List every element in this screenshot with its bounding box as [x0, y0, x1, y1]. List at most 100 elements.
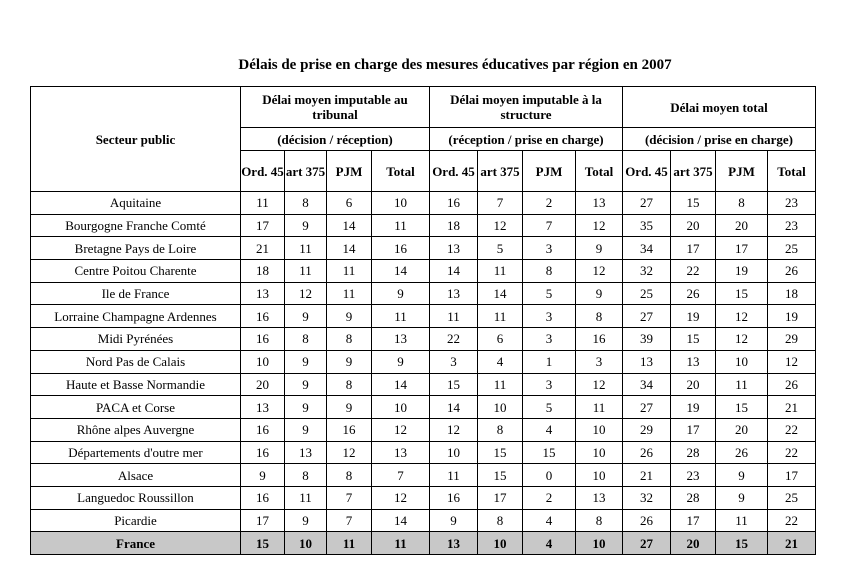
- value-cell: 11: [477, 304, 523, 329]
- value-cell: 16: [575, 327, 623, 351]
- value-cell: 9: [575, 236, 623, 261]
- value-cell: 5: [477, 236, 523, 261]
- value-cell: 9: [715, 463, 768, 487]
- value-cell: 3: [522, 236, 576, 261]
- value-cell: 12: [715, 327, 768, 351]
- value-cell: 18: [767, 281, 816, 306]
- group-header-total: Délai moyen total: [622, 86, 816, 128]
- value-cell: 15: [429, 372, 478, 397]
- value-cell: 7: [522, 213, 576, 238]
- value-cell: 8: [575, 304, 623, 329]
- value-cell: 19: [670, 304, 716, 329]
- value-cell: 0: [522, 463, 576, 487]
- value-cell: 11: [326, 531, 372, 555]
- value-cell: 17: [240, 213, 285, 238]
- value-cell: 19: [767, 304, 816, 329]
- subheader-structure: (réception / prise en charge): [429, 127, 623, 151]
- value-cell: 15: [670, 327, 716, 351]
- value-cell: 11: [284, 485, 327, 510]
- value-cell: 20: [670, 372, 716, 397]
- value-cell: 12: [767, 349, 816, 374]
- region-cell: France: [30, 531, 241, 555]
- value-cell: 16: [240, 417, 285, 442]
- table-row: PACA et Corse 13 9 9 10 14 10 5 11 27 19 15 21: [30, 395, 816, 419]
- value-cell: 19: [670, 395, 716, 419]
- group-header-tribunal: Délai moyen imputable au tribunal: [240, 86, 430, 128]
- value-cell: 10: [477, 395, 523, 419]
- column-header: Ord. 45: [429, 150, 478, 192]
- value-cell: 9: [284, 372, 327, 397]
- value-cell: 34: [622, 236, 671, 261]
- value-cell: 12: [575, 213, 623, 238]
- value-cell: 11: [284, 236, 327, 261]
- value-cell: 13: [284, 440, 327, 465]
- value-cell: 9: [326, 304, 372, 329]
- value-cell: 13: [371, 440, 430, 465]
- value-cell: 17: [477, 485, 523, 510]
- value-cell: 22: [767, 440, 816, 465]
- column-header: art 375: [670, 150, 716, 192]
- value-cell: 21: [767, 531, 816, 555]
- value-cell: 10: [284, 531, 327, 555]
- value-cell: 10: [575, 440, 623, 465]
- value-cell: 8: [715, 191, 768, 215]
- value-cell: 27: [622, 304, 671, 329]
- value-cell: 16: [371, 236, 430, 261]
- value-cell: 23: [767, 213, 816, 238]
- region-cell: Nord Pas de Calais: [30, 349, 241, 374]
- value-cell: 29: [622, 417, 671, 442]
- value-cell: 9: [284, 417, 327, 442]
- value-cell: 3: [575, 349, 623, 374]
- table-row: Alsace 9 8 8 7 11 15 0 10 21 23 9 17: [30, 463, 816, 487]
- value-cell: 11: [715, 508, 768, 533]
- value-cell: 20: [715, 213, 768, 238]
- value-cell: 11: [326, 259, 372, 283]
- value-cell: 20: [670, 213, 716, 238]
- region-cell: Ile de France: [30, 281, 241, 306]
- region-cell: Midi Pyrénées: [30, 327, 241, 351]
- value-cell: 9: [715, 485, 768, 510]
- value-cell: 22: [670, 259, 716, 283]
- value-cell: 9: [284, 304, 327, 329]
- value-cell: 15: [715, 281, 768, 306]
- value-cell: 14: [326, 236, 372, 261]
- table-row: Rhône alpes Auvergne 16 9 16 12 12 8 4 10 29 17 20 2…: [30, 417, 816, 442]
- value-cell: 20: [240, 372, 285, 397]
- value-cell: 8: [284, 191, 327, 215]
- value-cell: 9: [284, 349, 327, 374]
- table-row: Lorraine Champagne Ardennes 16 9 9 11 11 11 3 8 2…: [30, 304, 816, 329]
- value-cell: 8: [522, 259, 576, 283]
- value-cell: 35: [622, 213, 671, 238]
- value-cell: 28: [670, 485, 716, 510]
- value-cell: 11: [715, 372, 768, 397]
- value-cell: 20: [715, 417, 768, 442]
- value-cell: 12: [284, 281, 327, 306]
- value-cell: 9: [575, 281, 623, 306]
- region-cell: Aquitaine: [30, 191, 241, 215]
- value-cell: 17: [240, 508, 285, 533]
- group-header-structure: Délai moyen imputable à la structure: [429, 86, 623, 128]
- region-cell: Bretagne Pays de Loire: [30, 236, 241, 261]
- value-cell: 16: [240, 327, 285, 351]
- value-cell: 14: [429, 259, 478, 283]
- region-cell: Lorraine Champagne Ardennes: [30, 304, 241, 329]
- value-cell: 8: [326, 463, 372, 487]
- value-cell: 7: [371, 463, 430, 487]
- value-cell: 27: [622, 531, 671, 555]
- value-cell: 26: [670, 281, 716, 306]
- delays-table: Secteur public Délai moyen imputable au …: [30, 86, 816, 555]
- column-header: PJM: [522, 150, 576, 192]
- value-cell: 8: [284, 463, 327, 487]
- value-cell: 21: [240, 236, 285, 261]
- value-cell: 26: [715, 440, 768, 465]
- value-cell: 13: [575, 191, 623, 215]
- value-cell: 12: [371, 485, 430, 510]
- value-cell: 13: [670, 349, 716, 374]
- value-cell: 13: [240, 281, 285, 306]
- value-cell: 11: [429, 304, 478, 329]
- value-cell: 11: [371, 213, 430, 238]
- sector-header: Secteur public: [30, 86, 241, 192]
- value-cell: 13: [429, 281, 478, 306]
- value-cell: 9: [326, 349, 372, 374]
- document-title: Délais de prise en charge des mesures éd…: [238, 57, 672, 73]
